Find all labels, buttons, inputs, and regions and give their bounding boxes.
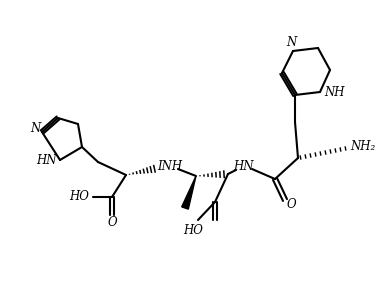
Text: HN: HN	[233, 160, 253, 173]
Text: NH: NH	[324, 86, 344, 99]
Text: INH: INH	[157, 160, 182, 173]
Text: HO: HO	[183, 223, 203, 236]
Polygon shape	[182, 176, 196, 209]
Text: N: N	[30, 122, 40, 135]
Text: O: O	[107, 217, 117, 230]
Text: HN: HN	[36, 154, 56, 168]
Text: HO: HO	[69, 190, 89, 204]
Text: O: O	[286, 198, 296, 211]
Text: N: N	[286, 37, 296, 50]
Text: NH₂: NH₂	[351, 139, 376, 153]
